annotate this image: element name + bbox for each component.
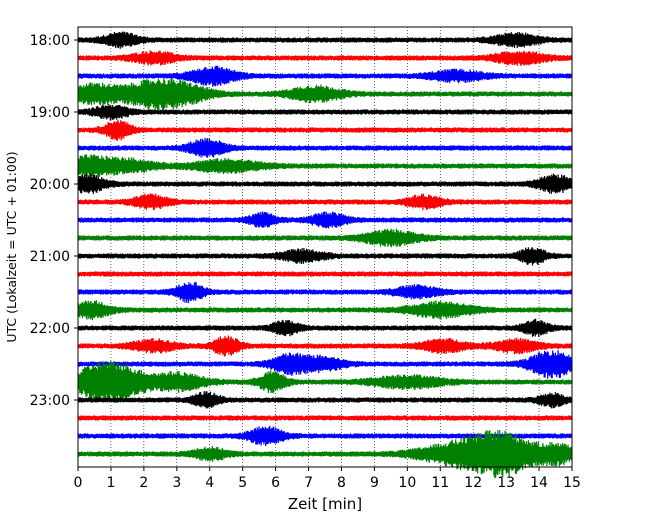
trace-1830 (77, 65, 573, 87)
x-tick-label: 6 (271, 475, 280, 491)
trace-2300 (77, 391, 573, 409)
x-tick-label: 8 (337, 475, 346, 491)
plot-frame (77, 26, 573, 468)
trace-2100 (77, 247, 573, 266)
x-tick-label: 4 (205, 475, 214, 491)
trace-1915 (77, 119, 573, 141)
trace-1930 (77, 137, 573, 158)
trace-1845 (77, 78, 573, 111)
trace-2200 (77, 318, 573, 338)
x-tick-label: 14 (530, 475, 548, 491)
trace-2045 (77, 228, 573, 248)
trace-2115 (77, 271, 573, 277)
trace-1945 (77, 154, 573, 178)
y-tick-label: 21:00 (30, 249, 70, 265)
y-axis-ticks: 18:00 19:00 20:00 21:00 22:00 23:00 (30, 33, 78, 409)
x-tick-label: 2 (139, 475, 148, 491)
x-tick-label: 10 (398, 475, 416, 491)
y-tick-label: 23:00 (30, 393, 70, 409)
x-tick-label: 3 (172, 475, 181, 491)
trace-1900 (77, 104, 573, 121)
x-tick-label: 0 (74, 475, 83, 491)
trace-1800 (77, 31, 573, 49)
x-tick-label: 5 (238, 475, 247, 491)
trace-2130 (77, 281, 573, 304)
trace-1815 (77, 50, 573, 67)
x-tick-label: 1 (106, 475, 115, 491)
y-tick-label: 19:00 (30, 105, 70, 121)
trace-2000 (77, 173, 573, 195)
seismic-traces (77, 31, 573, 479)
y-tick-label: 20:00 (30, 177, 70, 193)
x-tick-label: 11 (431, 475, 449, 491)
trace-2345 (77, 430, 573, 479)
trace-2215 (77, 335, 573, 357)
x-tick-label: 13 (497, 475, 515, 491)
y-axis-label: UTC (Lokalzeit = UTC + 01:00) (4, 151, 19, 342)
trace-2315 (77, 415, 573, 421)
x-tick-label: 15 (563, 475, 581, 491)
trace-2015 (77, 193, 573, 211)
y-tick-label: 18:00 (30, 33, 70, 49)
trace-2030 (77, 211, 573, 229)
trace-2245 (77, 360, 573, 403)
trace-2145 (77, 300, 573, 321)
x-axis-ticks: 0 1 2 3 4 5 6 7 8 9 10 11 12 13 14 15 (74, 467, 581, 491)
y-tick-label: 22:00 (30, 321, 70, 337)
x-axis-label: Zeit [min] (288, 495, 362, 513)
x-tick-label: 12 (464, 475, 482, 491)
x-tick-label: 9 (370, 475, 379, 491)
trace-2230 (77, 349, 573, 379)
x-tick-label: 7 (304, 475, 313, 491)
